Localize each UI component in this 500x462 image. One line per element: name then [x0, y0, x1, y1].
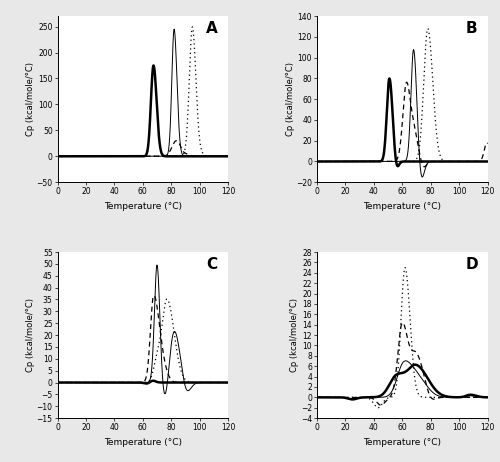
Y-axis label: Cp (kcal/mole/°C): Cp (kcal/mole/°C)	[286, 62, 294, 136]
Text: A: A	[206, 21, 218, 36]
Y-axis label: Cp (kcal/mole/°C): Cp (kcal/mole/°C)	[26, 298, 35, 372]
X-axis label: Temperature (°C): Temperature (°C)	[363, 438, 441, 447]
X-axis label: Temperature (°C): Temperature (°C)	[104, 202, 182, 211]
X-axis label: Temperature (°C): Temperature (°C)	[363, 202, 441, 211]
Text: C: C	[206, 257, 217, 272]
Text: D: D	[466, 257, 478, 272]
Y-axis label: Cp (kcal/mole/°C): Cp (kcal/mole/°C)	[290, 298, 300, 372]
X-axis label: Temperature (°C): Temperature (°C)	[104, 438, 182, 447]
Y-axis label: Cp (kcal/mole/°C): Cp (kcal/mole/°C)	[26, 62, 35, 136]
Text: B: B	[466, 21, 477, 36]
